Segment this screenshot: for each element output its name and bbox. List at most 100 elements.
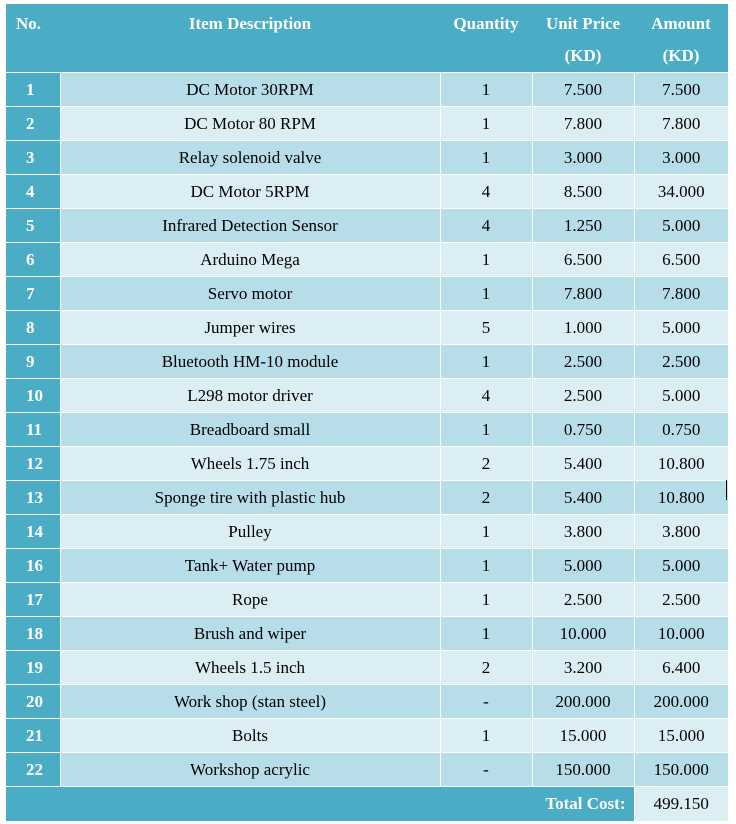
item-amount: 10.800 bbox=[633, 446, 728, 481]
item-unit-price: 2.500 bbox=[531, 344, 634, 379]
header-amount-label: Amount bbox=[651, 14, 711, 33]
table-row: 19 Wheels 1.5 inch 2 3.200 6.400 bbox=[6, 650, 728, 685]
item-quantity: - bbox=[439, 684, 532, 719]
table-row: 11 Breadboard small 1 0.750 0.750 bbox=[6, 412, 728, 447]
table-header: No. Item Description Quantity Unit Price… bbox=[6, 4, 728, 73]
item-number: 11 bbox=[6, 412, 60, 447]
item-number: 4 bbox=[6, 174, 60, 209]
item-quantity: 2 bbox=[439, 446, 532, 481]
table-row: 5 Infrared Detection Sensor 4 1.250 5.000 bbox=[6, 208, 728, 243]
item-description: Tank+ Water pump bbox=[59, 548, 440, 583]
item-description: Brush and wiper bbox=[59, 616, 440, 651]
item-description: Bolts bbox=[59, 718, 440, 753]
header-quantity: Quantity bbox=[440, 4, 532, 73]
table-row: 12 Wheels 1.75 inch 2 5.400 10.800 bbox=[6, 446, 728, 481]
header-description: Item Description bbox=[60, 4, 440, 73]
item-quantity: 1 bbox=[439, 72, 532, 107]
item-quantity: 1 bbox=[439, 242, 532, 277]
item-description: Arduino Mega bbox=[59, 242, 440, 277]
item-amount: 2.500 bbox=[633, 582, 728, 617]
cost-table-container: No. Item Description Quantity Unit Price… bbox=[6, 4, 728, 821]
item-amount: 7.800 bbox=[633, 276, 728, 311]
item-quantity: 1 bbox=[439, 616, 532, 651]
table-row: 3 Relay solenoid valve 1 3.000 3.000 bbox=[6, 140, 728, 175]
item-number: 5 bbox=[6, 208, 60, 243]
item-unit-price: 5.000 bbox=[531, 548, 634, 583]
item-unit-price: 2.500 bbox=[531, 582, 634, 617]
item-quantity: 4 bbox=[439, 378, 532, 413]
item-quantity: 1 bbox=[439, 276, 532, 311]
table-row: 14 Pulley 1 3.800 3.800 bbox=[6, 514, 728, 549]
table-footer: Total Cost: 499.150 bbox=[6, 786, 728, 821]
item-quantity: 2 bbox=[439, 650, 532, 685]
item-quantity: 2 bbox=[439, 480, 532, 515]
item-quantity: 1 bbox=[439, 718, 532, 753]
item-description: Breadboard small bbox=[59, 412, 440, 447]
item-amount: 150.000 bbox=[633, 752, 728, 787]
table-row: 7 Servo motor 1 7.800 7.800 bbox=[6, 276, 728, 311]
item-unit-price: 150.000 bbox=[531, 752, 634, 787]
item-amount: 5.000 bbox=[633, 208, 728, 243]
header-unit-price-label: Unit Price bbox=[545, 14, 621, 33]
item-amount: 15.000 bbox=[633, 718, 728, 753]
item-number: 18 bbox=[6, 616, 60, 651]
header-unit-price: Unit Price (KD) bbox=[532, 4, 634, 73]
item-amount: 34.000 bbox=[633, 174, 728, 209]
item-amount: 6.400 bbox=[633, 650, 728, 685]
item-unit-price: 5.400 bbox=[531, 446, 634, 481]
table-row: 4 DC Motor 5RPM 4 8.500 34.000 bbox=[6, 174, 728, 209]
item-description: Wheels 1.5 inch bbox=[59, 650, 440, 685]
item-number: 14 bbox=[6, 514, 60, 549]
header-no: No. bbox=[6, 4, 60, 73]
text-cursor-icon bbox=[726, 480, 727, 500]
item-unit-price: 3.200 bbox=[531, 650, 634, 685]
item-number: 10 bbox=[6, 378, 60, 413]
item-description: Servo motor bbox=[59, 276, 440, 311]
item-number: 17 bbox=[6, 582, 60, 617]
item-number: 21 bbox=[6, 718, 60, 753]
item-unit-price: 15.000 bbox=[531, 718, 634, 753]
item-unit-price: 3.000 bbox=[531, 140, 634, 175]
item-amount: 5.000 bbox=[633, 310, 728, 345]
table-row: 13 Sponge tire with plastic hub 2 5.400 10.8… bbox=[6, 480, 728, 515]
table-row: 18 Brush and wiper 1 10.000 10.000 bbox=[6, 616, 728, 651]
item-unit-price: 0.750 bbox=[531, 412, 634, 447]
item-quantity: 1 bbox=[439, 344, 532, 379]
total-cost-value: 499.150 bbox=[633, 786, 728, 821]
table-row: 10 L298 motor driver 4 2.500 5.000 bbox=[6, 378, 728, 413]
item-number: 20 bbox=[6, 684, 60, 719]
item-amount: 10.800 bbox=[633, 480, 728, 515]
item-number: 6 bbox=[6, 242, 60, 277]
item-unit-price: 7.800 bbox=[531, 276, 634, 311]
item-amount: 10.000 bbox=[633, 616, 728, 651]
item-number: 19 bbox=[6, 650, 60, 685]
header-amount-currency: (KD) bbox=[662, 46, 700, 65]
item-quantity: 4 bbox=[439, 208, 532, 243]
item-description: Bluetooth HM-10 module bbox=[59, 344, 440, 379]
table-row: 22 Workshop acrylic -150.000 150.000 bbox=[6, 752, 728, 787]
item-number: 3 bbox=[6, 140, 60, 175]
item-amount: 7.800 bbox=[633, 106, 728, 141]
item-number: 7 bbox=[6, 276, 60, 311]
table-row: 9 Bluetooth HM-10 module 1 2.500 2.500 bbox=[6, 344, 728, 379]
item-description: Wheels 1.75 inch bbox=[59, 446, 440, 481]
header-unit-price-currency: (KD) bbox=[564, 46, 602, 65]
item-unit-price: 10.000 bbox=[531, 616, 634, 651]
cost-table: No. Item Description Quantity Unit Price… bbox=[6, 4, 728, 821]
table-row: 20 Work shop (stan steel) -200.000 200.000 bbox=[6, 684, 728, 719]
table-row: 6 Arduino Mega 1 6.500 6.500 bbox=[6, 242, 728, 277]
item-description: Infrared Detection Sensor bbox=[59, 208, 440, 243]
item-number: 2 bbox=[6, 106, 60, 141]
item-number: 9 bbox=[6, 344, 60, 379]
item-quantity: 4 bbox=[439, 174, 532, 209]
item-unit-price: 7.800 bbox=[531, 106, 634, 141]
item-description: Rope bbox=[59, 582, 440, 617]
item-quantity: 1 bbox=[439, 106, 532, 141]
item-description: Jumper wires bbox=[59, 310, 440, 345]
item-quantity: 1 bbox=[439, 582, 532, 617]
table-row: 17 Rope 1 2.500 2.500 bbox=[6, 582, 728, 617]
item-amount: 2.500 bbox=[633, 344, 728, 379]
item-unit-price: 3.800 bbox=[531, 514, 634, 549]
item-unit-price: 2.500 bbox=[531, 378, 634, 413]
table-row: 8 Jumper wires 5 1.000 5.000 bbox=[6, 310, 728, 345]
